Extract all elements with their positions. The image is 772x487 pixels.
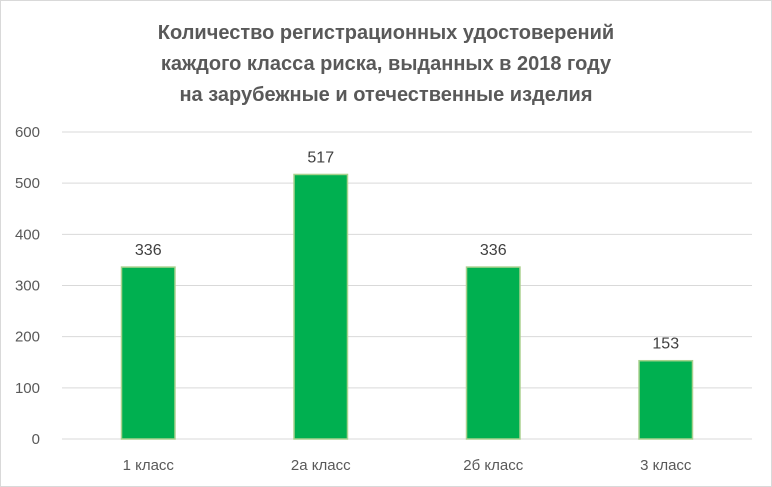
data-label: 336 [135,242,162,259]
chart-title-line-3: на зарубежные и отечественные изделия [179,84,593,106]
y-tick-label: 300 [15,278,40,295]
y-tick-label: 0 [32,431,40,448]
chart-title-line-1: Количество регистрационных удостоверений [157,22,615,44]
chart-title: Количество регистрационных удостоверений… [0,18,772,111]
y-tick-label: 500 [15,175,40,192]
x-tick-label: 1 класс [123,457,175,474]
y-tick-label: 400 [15,226,40,243]
x-tick-label: 2б класс [463,457,523,474]
bar [293,173,349,440]
x-tick-label: 2а класс [291,457,351,474]
bar [120,266,176,440]
bar [638,359,694,440]
data-label: 153 [652,336,679,353]
data-label: 517 [307,149,334,166]
chart-title-line-2: каждого класса риска, выданных в 2018 го… [160,53,612,75]
bar [465,266,521,440]
data-label: 336 [480,242,507,259]
x-tick-label: 3 класс [640,457,692,474]
y-tick-label: 200 [15,329,40,346]
y-tick-label: 600 [15,124,40,141]
y-tick-label: 100 [15,380,40,397]
